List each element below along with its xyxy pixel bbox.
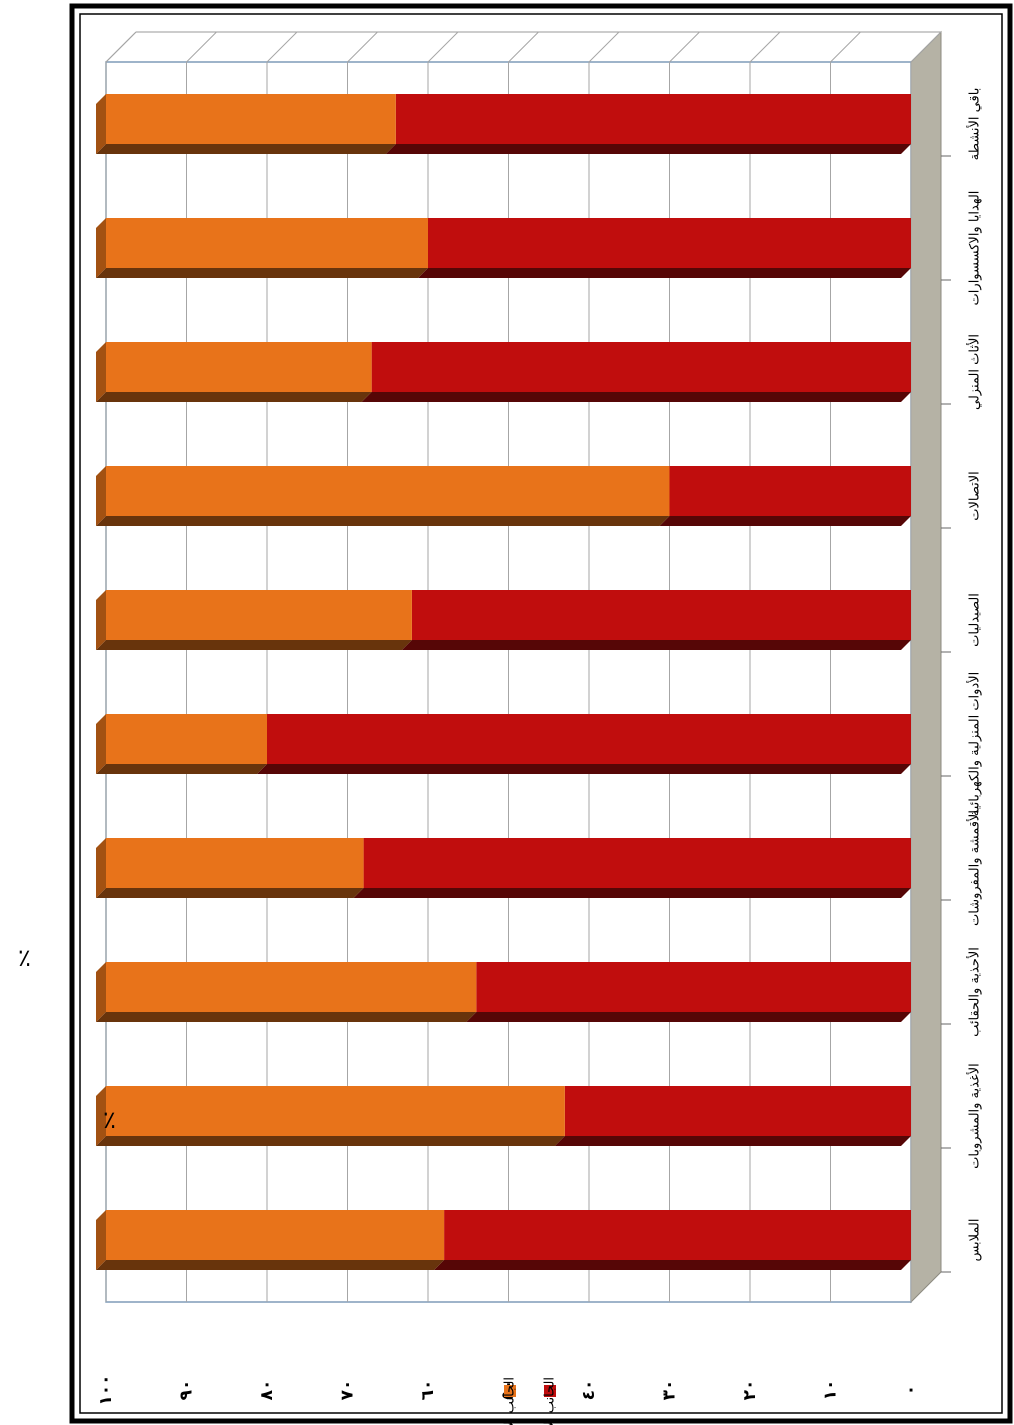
bar-left-side-shadow [96, 516, 670, 526]
gridline-depth [105, 31, 137, 63]
bar-right-side [395, 94, 911, 144]
bars-group [96, 94, 912, 1270]
legend-swatch [544, 1385, 556, 1397]
bar-right-side [363, 838, 912, 888]
outer-border [69, 3, 1013, 1424]
bar-left-side [106, 962, 477, 1012]
category-labels: الملابس الأغذية والمشروبات الأحذية والحقائ… [966, 88, 983, 1262]
bar-left-side [106, 1210, 445, 1260]
bar-right-side-shadow [554, 1136, 911, 1146]
category-label: الأقمشة والمفروشات [966, 810, 983, 926]
inner-border [79, 13, 1003, 1414]
category-label: الصيدليات [968, 593, 983, 647]
bar-end-cap [96, 714, 106, 774]
percent-mark-outer: ٪ [18, 944, 31, 972]
legend: الجانب الأيسر الجانب الأيمن [501, 1377, 558, 1425]
bar-right-side-shadow [361, 392, 911, 402]
bar-right-side-shadow [434, 1260, 911, 1270]
bar-left-side-shadow [96, 1136, 565, 1146]
bar-right-side-shadow [659, 516, 911, 526]
value-tick-label: ٩٠ [177, 1380, 197, 1401]
category-label: الأحذية والحقائب [966, 947, 983, 1037]
bar-left-side-shadow [96, 1260, 445, 1270]
bar-left-side-shadow [96, 268, 428, 278]
bar-left-side [106, 714, 267, 764]
bar-right-side [428, 218, 911, 268]
bar-right-side-shadow [418, 268, 911, 278]
gridline-depth [910, 31, 942, 63]
gridline-depth [749, 31, 781, 63]
bar-end-cap [96, 590, 106, 650]
value-tick-label: ٧٠ [338, 1380, 358, 1401]
bar-left-side [106, 94, 396, 144]
bar-right-side-shadow [353, 888, 912, 898]
bar-end-cap [96, 94, 106, 154]
bar-right-side-shadow [385, 144, 911, 154]
gridline-depth [669, 31, 700, 63]
bar-left-side [106, 218, 428, 268]
bar-right-side [411, 590, 911, 640]
bar-left-side-shadow [96, 144, 396, 154]
value-tick-label: ١٠٠ [96, 1374, 116, 1405]
bar-left-side [106, 466, 670, 516]
bar-end-cap [96, 218, 106, 278]
bar-left-side-shadow [96, 1012, 477, 1022]
category-label: باقي الأنشطة [966, 88, 983, 161]
category-label: الأغذية والمشروبات [966, 1063, 983, 1169]
bar-end-cap [96, 838, 106, 898]
value-tick-label: ٦٠ [418, 1380, 438, 1401]
legend-label: الجانب الأيمن [541, 1377, 558, 1425]
bar-right-side-shadow [257, 764, 911, 774]
value-tick-label: ١٠ [821, 1380, 841, 1401]
gridline-depth [830, 31, 861, 63]
bar-left-side [106, 838, 364, 888]
bar-left-side-shadow [96, 764, 267, 774]
bar-right-side [564, 1086, 911, 1136]
gridline-depth [347, 31, 378, 63]
gridline-depth [588, 31, 620, 63]
bar-end-cap [96, 466, 106, 526]
category-label: الملابس [968, 1218, 983, 1261]
bar-end-cap [96, 1210, 106, 1270]
category-label: الأدوات المنزلية والكهربائية [966, 672, 983, 817]
bar-left-side [106, 590, 412, 640]
bar-left-side-shadow [96, 888, 364, 898]
bar-right-side [444, 1210, 911, 1260]
value-tick-label: ٨٠ [257, 1380, 277, 1401]
bar-right-side [669, 466, 911, 516]
gridline-depth [508, 31, 539, 63]
value-tick-label: ٠ [901, 1385, 921, 1395]
bar-right-side-shadow [401, 640, 911, 650]
bar-left-side-shadow [96, 640, 412, 650]
gridline-depth [186, 31, 217, 63]
value-tick-label: ٢٠ [740, 1380, 760, 1401]
value-tick-label: ٣٠ [660, 1380, 680, 1401]
plot-floor [910, 30, 942, 1304]
gridline-depth [427, 31, 459, 63]
value-tick-label: ٤٠ [579, 1380, 599, 1401]
category-label: الاتصالات [968, 471, 983, 521]
bar-right-side [267, 714, 911, 764]
category-label: الأثاث المنزلي [966, 334, 983, 410]
legend-swatch [504, 1385, 516, 1397]
bar-end-cap [96, 1086, 106, 1146]
bar-left-side [106, 342, 372, 392]
bar-right-side [476, 962, 911, 1012]
bar-left-side-shadow [96, 392, 372, 402]
percent-mark-inner: ٪ [103, 1106, 116, 1134]
legend-label: الجانب الأيسر [501, 1377, 518, 1425]
bar-right-side [371, 342, 911, 392]
bar-left-side [106, 1086, 565, 1136]
category-label: الهدايا والاكسسوارات [968, 191, 983, 306]
gridline-depth [266, 31, 298, 63]
bar-end-cap [96, 342, 106, 402]
bar-end-cap [96, 962, 106, 1022]
bar-right-side-shadow [466, 1012, 911, 1022]
